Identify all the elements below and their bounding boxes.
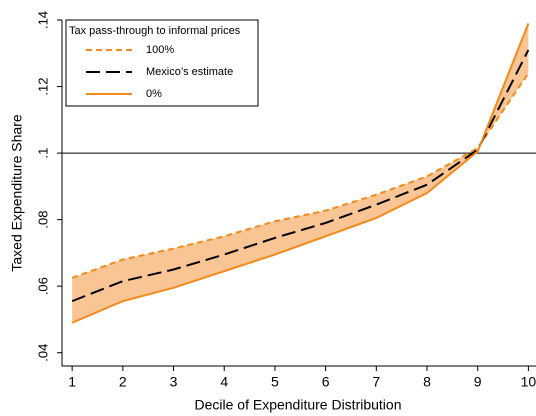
x-tick-label: 8 bbox=[423, 374, 431, 390]
y-tick-label: .08 bbox=[35, 211, 50, 229]
line bbox=[71, 22, 530, 324]
line bbox=[71, 49, 530, 303]
y-axis-label: Taxed Expenditure Share bbox=[9, 114, 25, 271]
y-tick-label: .06 bbox=[35, 277, 50, 295]
band bbox=[72, 23, 529, 323]
x-tick-label: 9 bbox=[474, 374, 482, 390]
x-tick-label: 5 bbox=[271, 374, 279, 390]
x-tick-label: 7 bbox=[372, 374, 380, 390]
y-tick-label: .04 bbox=[35, 344, 50, 362]
x-axis-label: Decile of Expenditure Distribution bbox=[195, 397, 402, 413]
legend-box bbox=[65, 19, 259, 107]
legend-label: 0% bbox=[146, 88, 162, 100]
legend-label: Mexico’s estimate bbox=[146, 66, 233, 78]
x-tick-label: 4 bbox=[220, 374, 228, 390]
x-tick-label: 10 bbox=[521, 374, 536, 390]
x-tick-label: 2 bbox=[119, 374, 127, 390]
legend-label: 100% bbox=[146, 44, 174, 56]
x-tick-label: 3 bbox=[170, 374, 178, 390]
x-tick-label: 1 bbox=[68, 374, 76, 390]
y-tick-label: .1 bbox=[35, 148, 50, 159]
legend-title: Tax pass-through to informal prices bbox=[69, 25, 241, 37]
y-tick-label: .12 bbox=[35, 77, 50, 95]
y-tick-label: .14 bbox=[35, 11, 50, 29]
x-tick-label: 6 bbox=[322, 374, 330, 390]
